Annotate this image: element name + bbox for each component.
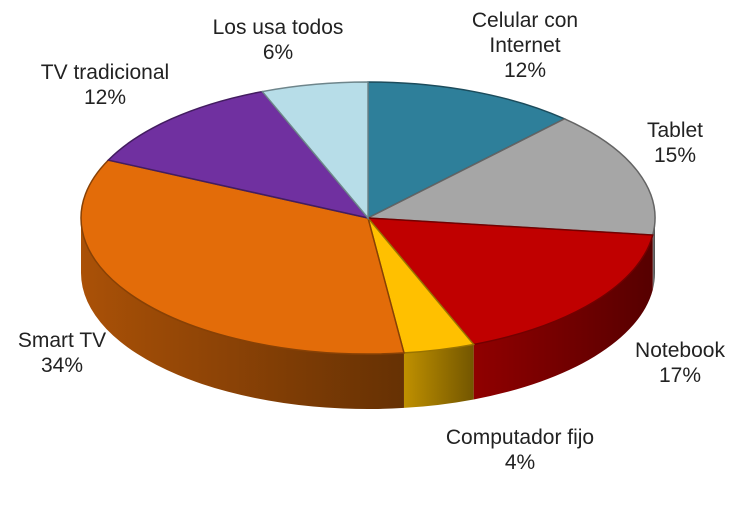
slice-side: [652, 218, 655, 291]
slice-side: [473, 235, 653, 400]
slice-side: [81, 218, 404, 409]
value-label: 15%: [653, 144, 697, 167]
slice-side: [403, 344, 474, 408]
data-label: TV tradicional 12%: [41, 60, 169, 110]
value-label: 17%: [658, 364, 702, 387]
category-label: Smart TV: [17, 329, 107, 352]
data-label: Smart TV 34%: [18, 328, 106, 378]
value-label: 34%: [40, 354, 84, 377]
category-label: Tablet: [646, 119, 704, 142]
data-label: Celular con Internet 12%: [455, 8, 595, 83]
category-label: Los usa todos: [212, 16, 344, 39]
value-label: 4%: [504, 451, 536, 474]
data-label: Notebook 17%: [635, 338, 725, 388]
category-label: Computador fijo: [445, 426, 595, 449]
slice: [367, 81, 567, 220]
category-label: Celular con Internet: [471, 9, 579, 57]
slice: [366, 217, 654, 346]
category-label: Notebook: [635, 339, 725, 362]
value-label: 12%: [503, 59, 547, 82]
slice: [106, 90, 370, 220]
data-label: Los usa todos 6%: [213, 15, 344, 65]
category-label: TV tradicional: [40, 61, 170, 84]
value-label: 12%: [83, 86, 127, 109]
slice: [260, 81, 369, 221]
value-label: 6%: [262, 41, 294, 64]
data-label: Computador fijo 4%: [445, 425, 595, 475]
data-label: Tablet 15%: [647, 118, 703, 168]
slice: [365, 118, 656, 236]
